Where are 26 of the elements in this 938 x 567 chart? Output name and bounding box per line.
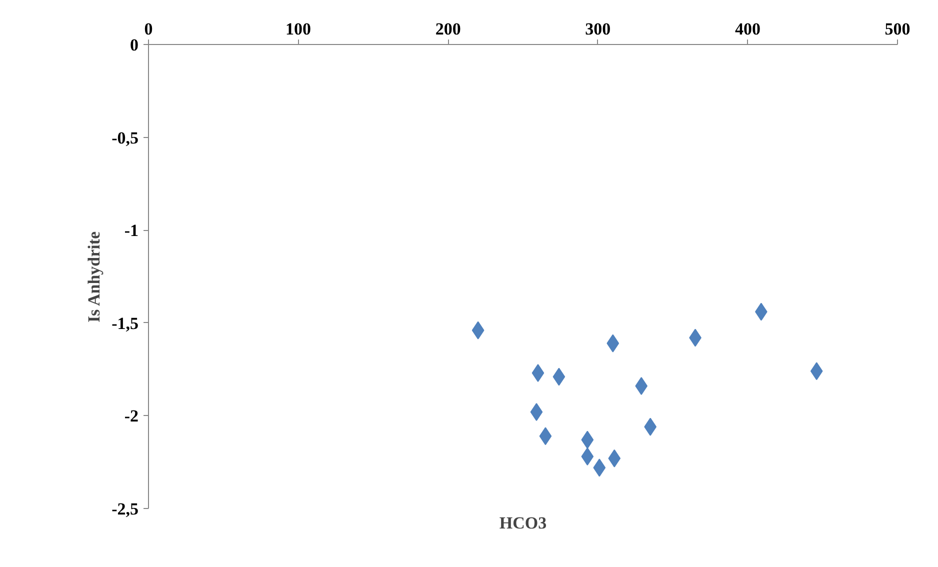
- x-tick-label: 100: [286, 20, 312, 38]
- point: [472, 321, 484, 340]
- point: [530, 402, 543, 421]
- x-tick-label: 500: [884, 20, 910, 38]
- point: [581, 448, 594, 466]
- point: [532, 364, 544, 382]
- point: [539, 427, 552, 446]
- point: [810, 362, 823, 380]
- y-axis-title: Is Anhydrite: [84, 230, 104, 323]
- y-tick-label: -0,5: [112, 128, 139, 148]
- x-tick-label: 200: [435, 20, 461, 38]
- point: [608, 449, 621, 468]
- y-tick-label: -1,5: [112, 314, 139, 333]
- y-tick-label: -1: [124, 221, 139, 240]
- y-tick-label: 0: [130, 36, 138, 54]
- x-axis-title: HCO3: [499, 514, 547, 532]
- point: [581, 430, 594, 449]
- point: [552, 368, 566, 386]
- x-tick-label: 300: [585, 20, 611, 38]
- point: [635, 377, 648, 396]
- y-tick-label: -2: [124, 406, 139, 426]
- x-tick-label: 0: [144, 20, 153, 38]
- point: [593, 458, 606, 477]
- y-tick-label: -2,5: [112, 500, 139, 518]
- point: [606, 334, 620, 352]
- x-tick-label: 400: [734, 20, 760, 38]
